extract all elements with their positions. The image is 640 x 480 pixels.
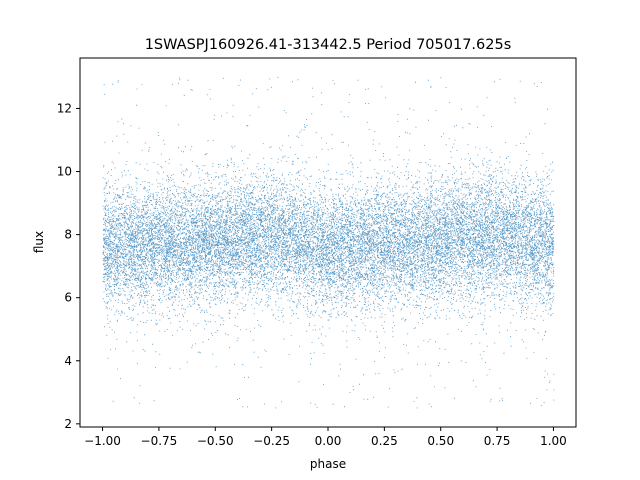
x-tick-label: 0.00 — [315, 434, 342, 448]
x-tick-label: 0.75 — [484, 434, 511, 448]
x-tick-label: −0.50 — [197, 434, 234, 448]
x-tick-label: −0.75 — [141, 434, 178, 448]
y-tick-label: 8 — [64, 228, 72, 242]
chart-title: 1SWASPJ160926.41-313442.5 Period 705017.… — [145, 37, 512, 53]
scatter-points — [102, 77, 555, 409]
y-tick-label: 12 — [57, 101, 72, 115]
y-tick-label: 10 — [57, 165, 72, 179]
x-axis: −1.00 −0.75 −0.50 −0.25 0.00 0.25 0.50 0.75 1.00 — [84, 427, 567, 448]
x-tick-label: −1.00 — [84, 434, 121, 448]
y-axis-label: flux — [32, 231, 46, 253]
x-tick-label: −0.25 — [253, 434, 290, 448]
x-axis-label: phase — [310, 457, 346, 471]
y-tick-label: 2 — [64, 417, 72, 431]
y-tick-label: 4 — [64, 354, 72, 368]
x-tick-label: 0.25 — [371, 434, 398, 448]
points-layer — [102, 77, 555, 409]
y-axis: 2 4 6 8 10 12 — [57, 101, 80, 431]
x-tick-label: 0.50 — [427, 434, 454, 448]
x-tick-label: 1.00 — [540, 434, 567, 448]
y-tick-label: 6 — [64, 291, 72, 305]
